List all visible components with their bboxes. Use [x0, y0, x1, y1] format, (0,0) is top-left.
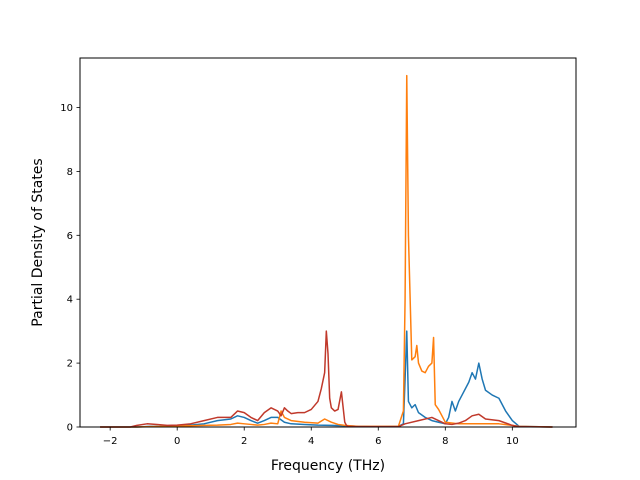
x-tick-label: −2: [103, 436, 118, 447]
y-tick-label: 4: [67, 295, 73, 306]
series-line-3: [100, 330, 553, 428]
x-axis-label: Frequency (THz): [271, 458, 385, 474]
x-tick-label: 4: [308, 436, 314, 447]
y-tick-label: 0: [67, 423, 73, 434]
x-axis: −2 0 2 4 6 8 10: [103, 427, 519, 447]
y-axis: 0 2 4 6 8 10: [60, 103, 80, 434]
x-tick-label: 6: [375, 436, 381, 447]
plot-frame: [79, 57, 577, 428]
y-axis-label: Partial Density of States: [30, 158, 46, 326]
y-tick-label: 6: [67, 231, 73, 242]
x-tick-label: 10: [506, 436, 519, 447]
y-tick-label: 8: [67, 167, 73, 178]
x-tick-label: 8: [442, 436, 448, 447]
y-tick-label: 10: [60, 103, 73, 114]
series-layer: [100, 74, 553, 428]
x-tick-label: 0: [174, 436, 180, 447]
x-tick-label: 2: [241, 436, 247, 447]
y-tick-label: 2: [67, 359, 73, 370]
